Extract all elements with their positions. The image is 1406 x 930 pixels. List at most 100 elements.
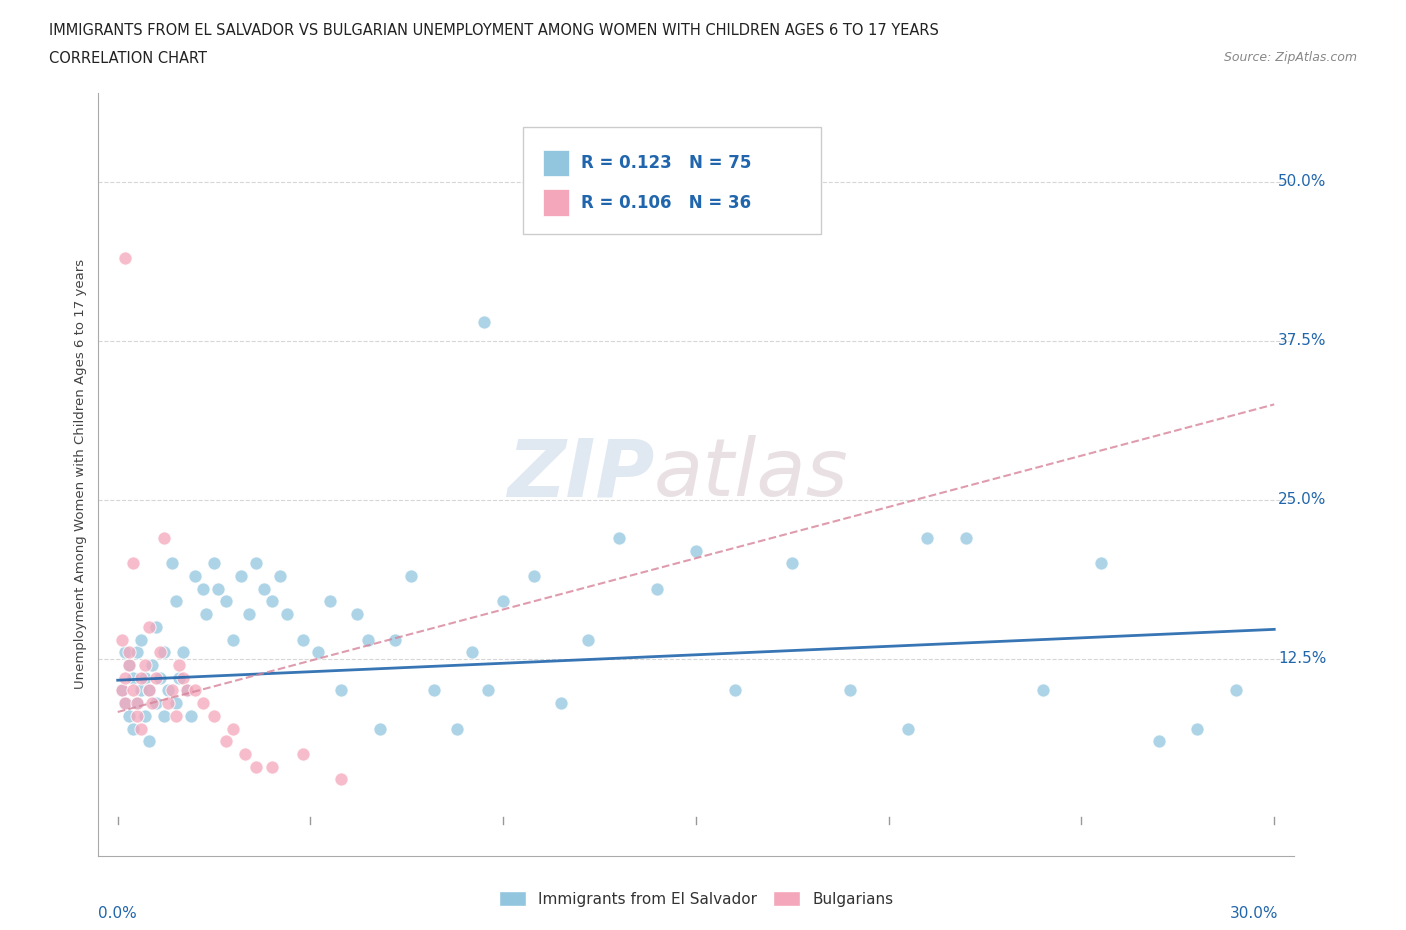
Point [169,671,191,685]
Point [214,594,236,609]
Text: ZIP: ZIP [506,435,654,513]
Point [122,721,145,736]
Point [169,658,191,672]
Point [576,632,599,647]
Point [782,556,804,571]
Point [260,759,283,774]
Point [191,581,214,596]
Point [149,671,172,685]
Point [125,644,148,659]
Point [125,696,148,711]
Point [145,619,167,634]
Text: Source: ZipAtlas.com: Source: ZipAtlas.com [1223,51,1357,64]
Point [138,683,160,698]
Point [176,683,198,698]
Point [149,644,172,659]
Point [153,709,176,724]
Point [153,530,176,545]
Point [118,658,141,672]
Point [472,314,495,329]
Point [346,606,368,621]
Point [125,709,148,724]
Point [165,696,187,711]
Text: CORRELATION CHART: CORRELATION CHART [49,51,207,66]
Point [114,644,136,659]
Point [118,709,141,724]
Point [307,644,329,659]
Point [156,683,179,698]
Point [368,721,391,736]
Text: IMMIGRANTS FROM EL SALVADOR VS BULGARIAN UNEMPLOYMENT AMONG WOMEN WITH CHILDREN : IMMIGRANTS FROM EL SALVADOR VS BULGARIAN… [49,23,939,38]
Point [477,683,499,698]
Point [202,709,225,724]
Point [191,696,214,711]
Point [685,543,707,558]
Point [229,568,252,583]
Text: atlas: atlas [654,435,849,513]
Text: 37.5%: 37.5% [1278,333,1327,349]
Point [723,683,745,698]
Point [222,721,245,736]
Point [523,568,546,583]
Point [180,709,202,724]
Text: 0.0%: 0.0% [98,907,138,922]
Point [1225,683,1247,698]
Point [269,568,291,583]
Point [145,671,167,685]
Point [1185,721,1208,736]
Point [245,556,267,571]
Point [330,683,353,698]
Point [222,632,245,647]
Point [917,530,939,545]
Point [114,251,136,266]
Point [122,671,145,685]
Point [110,632,132,647]
Point [245,759,267,774]
Legend: Immigrants from El Salvador, Bulgarians: Immigrants from El Salvador, Bulgarians [492,884,900,912]
Point [839,683,862,698]
Point [172,671,194,685]
Point [141,696,163,711]
Point [129,671,152,685]
Point [118,658,141,672]
Point [129,683,152,698]
Point [492,594,515,609]
Point [550,696,572,711]
Point [1147,734,1170,749]
Point [138,683,160,698]
Point [184,683,207,698]
Text: 50.0%: 50.0% [1278,175,1326,190]
Point [461,644,484,659]
Point [260,594,283,609]
Point [172,644,194,659]
Point [110,683,132,698]
Point [207,581,229,596]
Point [607,530,630,545]
Point [134,658,156,672]
Point [165,709,187,724]
Point [114,671,136,685]
Point [118,644,141,659]
Point [153,644,176,659]
Point [253,581,276,596]
Y-axis label: Unemployment Among Women with Children Ages 6 to 17 years: Unemployment Among Women with Children A… [75,259,87,689]
FancyBboxPatch shape [543,189,569,216]
Point [384,632,406,647]
Point [134,671,156,685]
Point [357,632,380,647]
Point [122,683,145,698]
Point [446,721,468,736]
Point [276,606,298,621]
FancyBboxPatch shape [523,127,821,234]
Point [110,683,132,698]
Point [291,632,314,647]
Point [1090,556,1112,571]
Point [202,556,225,571]
Text: 12.5%: 12.5% [1278,651,1326,666]
Point [423,683,446,698]
Point [138,734,160,749]
Point [291,747,314,762]
Point [129,632,152,647]
Point [156,696,179,711]
Point [233,747,256,762]
